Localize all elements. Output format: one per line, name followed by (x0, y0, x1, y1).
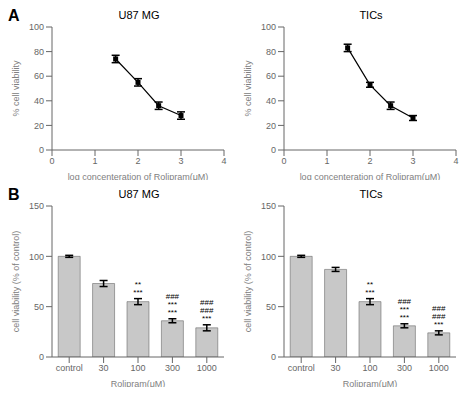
svg-text:1: 1 (92, 156, 97, 166)
svg-text:######***: ######*** (432, 303, 446, 328)
svg-text:150: 150 (29, 201, 44, 211)
svg-text:100: 100 (362, 363, 377, 373)
svg-text:0: 0 (281, 156, 286, 166)
svg-text:50: 50 (34, 301, 44, 311)
svg-text:control: control (288, 363, 315, 373)
svg-text:3: 3 (178, 156, 183, 166)
svg-text:300: 300 (165, 363, 180, 373)
svg-text:4: 4 (453, 156, 458, 166)
svg-text:30: 30 (99, 363, 109, 373)
svg-text:100: 100 (29, 22, 44, 32)
svg-text:150: 150 (261, 201, 276, 211)
svg-text:% cell viability: % cell viability (11, 60, 21, 117)
svg-text:80: 80 (34, 47, 44, 57)
svg-text:log concenteration of Rolipram: log concenteration of Rolipram(μM) (68, 172, 209, 180)
svg-text:0: 0 (271, 352, 276, 362)
svg-text:3: 3 (410, 156, 415, 166)
svg-text:40: 40 (266, 96, 276, 106)
svg-text:0: 0 (39, 352, 44, 362)
svg-text:###******: ###****** (166, 291, 180, 316)
svg-text:Rolipram(μM): Rolipram(μM) (343, 379, 398, 387)
svg-text:100: 100 (29, 251, 44, 261)
svg-text:1: 1 (324, 156, 329, 166)
html-text:TICs: TICs (359, 187, 383, 200)
svg-text:100: 100 (130, 363, 145, 373)
svg-text:80: 80 (266, 47, 276, 57)
svg-text:4: 4 (221, 156, 226, 166)
svg-text:###******: ###****** (398, 296, 412, 321)
svg-text:0: 0 (49, 156, 54, 166)
svg-text:*****: ***** (133, 279, 142, 296)
svg-text:50: 50 (266, 301, 276, 311)
svg-text:0: 0 (39, 145, 44, 155)
svg-text:100: 100 (261, 22, 276, 32)
svg-text:1000: 1000 (429, 363, 449, 373)
svg-text:cell viability (% of control): cell viability (% of control) (11, 230, 21, 332)
html-text:U87 MG: U87 MG (118, 187, 160, 200)
svg-text:log concenteration of Rolipram: log concenteration of Rolipram(μM) (300, 172, 441, 180)
html-text:A: A (8, 7, 20, 24)
svg-text:1000: 1000 (197, 363, 217, 373)
html-text:B: B (8, 185, 20, 203)
svg-text:60: 60 (266, 71, 276, 81)
svg-text:60: 60 (34, 71, 44, 81)
svg-text:2: 2 (367, 156, 372, 166)
svg-text:control: control (56, 363, 83, 373)
svg-text:20: 20 (34, 121, 44, 131)
svg-text:######***: ######*** (200, 297, 214, 322)
svg-text:30: 30 (331, 363, 341, 373)
svg-text:Rolipram(μM): Rolipram(μM) (111, 379, 166, 387)
svg-text:100: 100 (261, 251, 276, 261)
svg-text:cell viability (% of control): cell viability (% of control) (243, 230, 253, 332)
svg-text:300: 300 (397, 363, 412, 373)
svg-text:40: 40 (34, 96, 44, 106)
svg-text:2: 2 (135, 156, 140, 166)
svg-text:0: 0 (271, 145, 276, 155)
html-text:TICs: TICs (359, 9, 383, 21)
svg-text:20: 20 (266, 121, 276, 131)
svg-text:*****: ***** (365, 279, 374, 296)
svg-text:% cell viability: % cell viability (243, 60, 253, 117)
html-text:U87 MG: U87 MG (118, 9, 160, 21)
